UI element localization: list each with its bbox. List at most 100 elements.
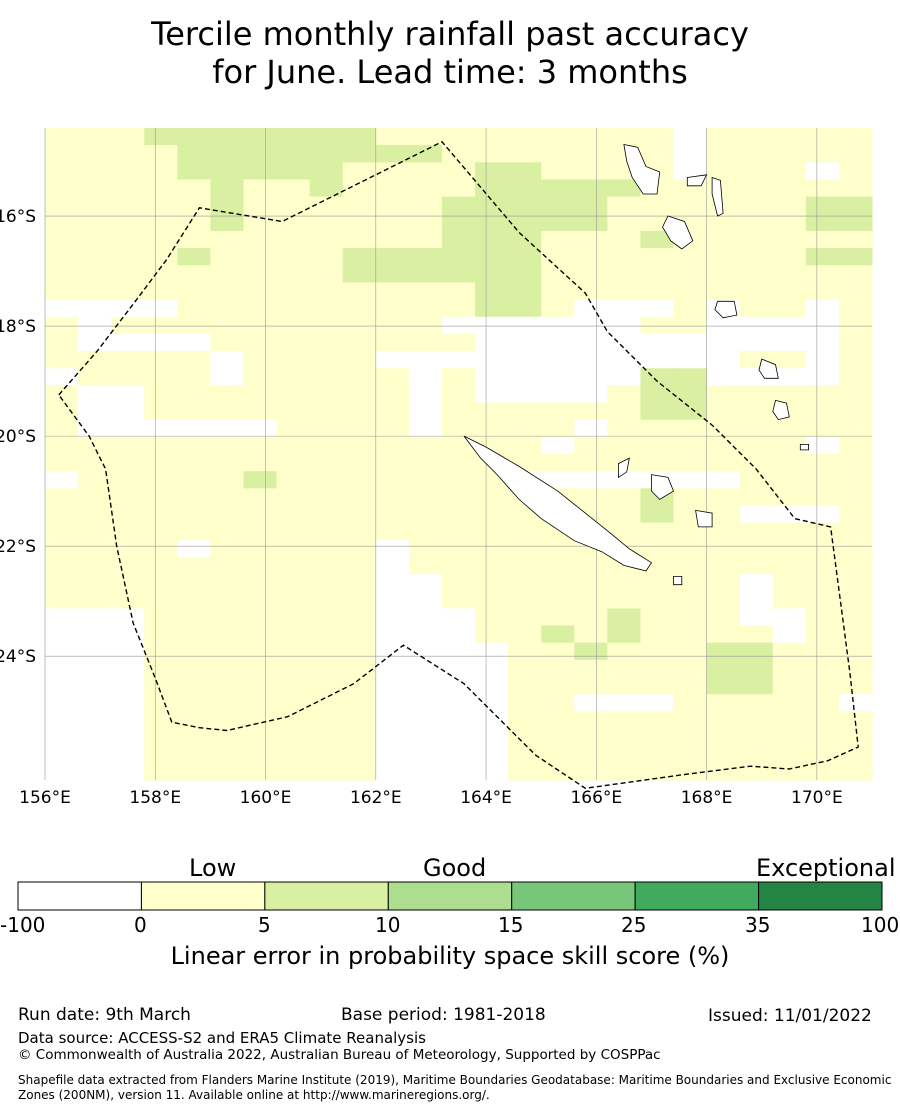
skill-cell — [706, 162, 741, 181]
skill-cell — [45, 556, 79, 575]
skill-cell — [508, 162, 542, 181]
skill-cell — [144, 351, 178, 369]
skill-cell — [210, 556, 245, 575]
skill-cell — [111, 608, 145, 627]
skill-cell — [210, 539, 245, 558]
colorbar-segment — [634, 881, 760, 911]
skill-cell — [441, 625, 476, 644]
skill-cell — [210, 591, 245, 610]
skill-cell — [276, 762, 311, 781]
skill-cell — [673, 591, 708, 610]
skill-cell — [475, 591, 509, 610]
skill-cell — [309, 265, 344, 284]
skill-cell — [739, 419, 774, 438]
skill-cell — [805, 608, 840, 627]
skill-cell — [210, 145, 245, 163]
skill-cell — [375, 145, 410, 163]
skill-cell — [805, 694, 840, 712]
skill-cell — [177, 659, 211, 678]
skill-cell — [342, 556, 377, 575]
skill-cell — [838, 728, 873, 747]
skill-cell — [78, 762, 112, 781]
skill-cell — [508, 145, 542, 163]
skill-cell — [342, 368, 377, 386]
skill-cell — [475, 728, 509, 747]
skill-cell — [805, 179, 840, 198]
skill-cell — [342, 145, 377, 163]
skill-cell — [607, 196, 642, 215]
skill-cell — [144, 436, 178, 455]
skill-cell — [475, 368, 509, 386]
skill-cell — [475, 677, 509, 695]
skill-cell — [309, 299, 344, 318]
skill-cell — [45, 436, 79, 455]
skill-cell — [309, 539, 344, 558]
skill-cell — [408, 522, 443, 541]
skill-cell — [772, 351, 807, 369]
skill-cell — [607, 608, 642, 627]
skill-cell — [243, 299, 278, 318]
skill-cell — [408, 436, 443, 455]
skill-cell — [441, 539, 476, 558]
skill-cell — [78, 608, 112, 627]
skill-cell — [805, 574, 840, 592]
skill-cell — [144, 454, 178, 472]
skill-cell — [541, 385, 575, 404]
skill-cell — [607, 248, 642, 266]
skill-cell — [78, 436, 112, 455]
skill-cell — [309, 659, 344, 678]
skill-cell — [177, 128, 211, 146]
skill-cell — [508, 556, 542, 575]
skill-cell — [408, 179, 443, 198]
skill-cell — [375, 351, 410, 369]
skill-cell — [574, 419, 608, 438]
skill-cell — [541, 745, 575, 764]
skill-cell — [574, 728, 608, 747]
skill-cell — [276, 230, 311, 249]
skill-cell — [408, 677, 443, 695]
skill-cell — [111, 728, 145, 747]
skill-cell — [673, 248, 708, 266]
skill-cell — [210, 471, 245, 489]
skill-cell — [441, 659, 476, 678]
skill-cell — [673, 299, 708, 318]
skill-cell — [375, 745, 410, 764]
skill-cell — [111, 454, 145, 472]
skill-cell — [210, 436, 245, 455]
skill-cell — [673, 488, 708, 507]
skill-cell — [706, 505, 741, 524]
lat-tick-label: 20°S — [0, 427, 36, 447]
skill-cell — [838, 539, 873, 558]
skill-cell — [144, 591, 178, 610]
skill-cell — [739, 694, 774, 712]
skill-cell — [541, 196, 575, 215]
skill-cell — [45, 694, 79, 712]
skill-cell — [45, 711, 79, 730]
skill-cell — [838, 556, 873, 575]
skill-cell — [111, 128, 145, 146]
skill-cell — [144, 488, 178, 507]
skill-cell — [838, 248, 873, 266]
skill-cell — [144, 162, 178, 181]
skill-cell — [375, 539, 410, 558]
skill-cell — [309, 351, 344, 369]
skill-cell — [111, 213, 145, 232]
skill-cell — [441, 522, 476, 541]
skill-cell — [673, 762, 708, 781]
skill-cell — [375, 402, 410, 421]
skill-cell — [805, 436, 840, 455]
skill-cell — [144, 556, 178, 575]
skill-cell — [243, 694, 278, 712]
skill-cell — [739, 213, 774, 232]
skill-cell — [177, 539, 211, 558]
lon-tick-label: 158°E — [129, 788, 181, 808]
skill-cell — [805, 471, 840, 489]
islands — [463, 143, 809, 586]
skill-cell — [177, 402, 211, 421]
skill-cell — [276, 454, 311, 472]
skill-cell — [243, 196, 278, 215]
skill-cell — [541, 591, 575, 610]
colorbar-label: Linear error in probability space skill … — [170, 942, 730, 970]
skill-cell — [375, 522, 410, 541]
skill-cell — [739, 196, 774, 215]
